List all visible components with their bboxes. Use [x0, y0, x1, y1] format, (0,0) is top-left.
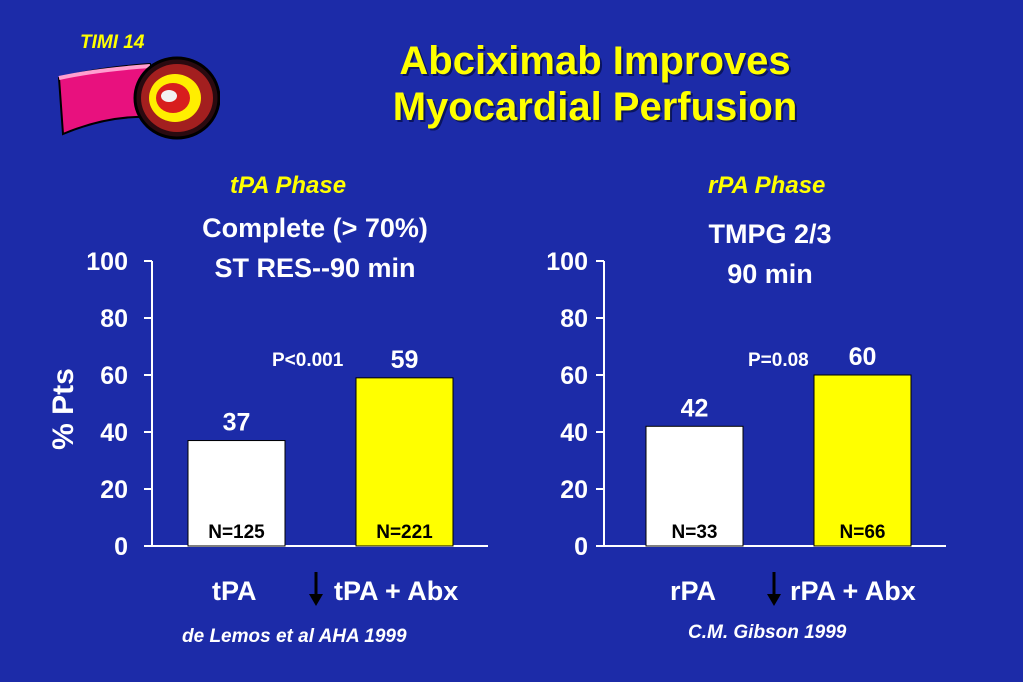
bar-n-label: N=33 [672, 522, 718, 543]
rpa-abx-category-label: rPA + Abx [790, 576, 916, 606]
bar [645, 425, 744, 547]
rpa-category-label: rPA [670, 576, 717, 606]
bar-n-label: N=125 [208, 522, 265, 543]
y-tick-label: 0 [114, 533, 128, 561]
y-tick-label: 60 [560, 362, 588, 390]
y-tick-label: 40 [100, 419, 128, 447]
y-tick-label: 100 [546, 248, 588, 276]
bar-value-label: 42 [681, 394, 709, 422]
title-line-2: Myocardial Perfusion [392, 85, 798, 129]
bar-value-label: 59 [391, 346, 419, 374]
tpa-p-value: P<0.001 [272, 350, 344, 371]
rpa-p-value: P=0.08 [748, 350, 809, 371]
tpa-subtitle: Complete (> 70%) ST RES--90 min [160, 208, 470, 288]
page-title: Abciximab Improves Myocardial Perfusion [330, 38, 860, 130]
y-tick-label: 100 [86, 248, 128, 276]
down-arrow-icon [309, 572, 323, 606]
rpa-subtitle-line-1: TMPG 2/3 [708, 219, 832, 249]
artery-clot-icon [57, 56, 220, 140]
bar [813, 374, 912, 547]
tpa-subtitle-line-1: Complete (> 70%) [202, 213, 428, 243]
y-tick-label: 80 [560, 305, 588, 333]
y-tick-label: 20 [560, 476, 588, 504]
bar-n-label: N=66 [840, 522, 886, 543]
timi-badge: TIMI 14 [80, 32, 145, 53]
rpa-subtitle: TMPG 2/3 90 min [660, 214, 880, 294]
y-tick-label: 80 [100, 305, 128, 333]
y-tick-label: 0 [574, 533, 588, 561]
rpa-citation: C.M. Gibson 1999 [688, 622, 847, 643]
bar-value-label: 60 [849, 343, 877, 371]
y-tick-label: 40 [560, 419, 588, 447]
bar-value-label: 37 [223, 409, 251, 437]
rpa-phase-heading: rPA Phase [708, 172, 826, 199]
bar-n-label: N=221 [376, 522, 433, 543]
down-arrow-icon [767, 572, 781, 606]
rpa-subtitle-line-2: 90 min [727, 259, 813, 289]
tpa-abx-category-label: tPA + Abx [334, 576, 459, 606]
y-tick-label: 60 [100, 362, 128, 390]
bar [187, 440, 286, 547]
y-tick-label: 20 [100, 476, 128, 504]
tpa-subtitle-line-2: ST RES--90 min [214, 253, 416, 283]
bar [355, 377, 454, 547]
tpa-phase-heading: tPA Phase [230, 172, 347, 199]
tpa-category-label: tPA [212, 576, 257, 606]
tpa-citation: de Lemos et al AHA 1999 [182, 626, 407, 647]
title-line-1: Abciximab Improves [399, 39, 791, 83]
